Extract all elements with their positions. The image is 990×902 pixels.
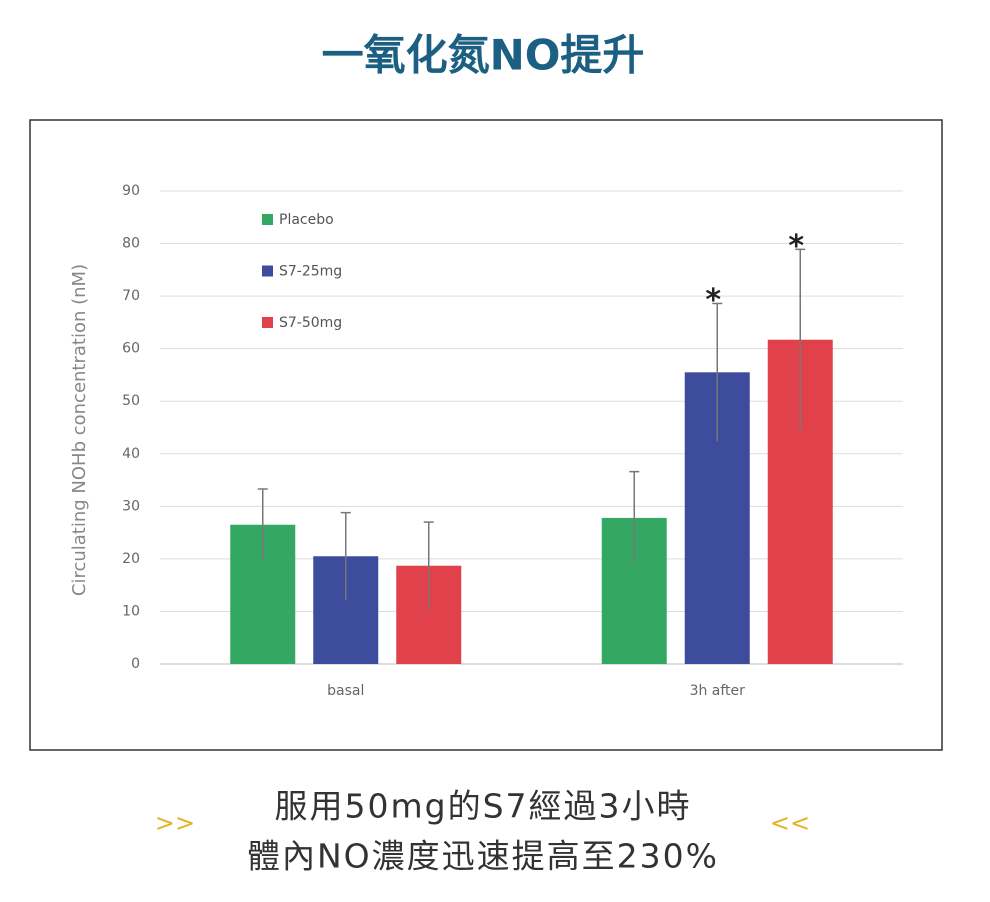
legend-swatch: [262, 265, 273, 277]
legend-label: Placebo: [279, 212, 334, 228]
y-tick-label: 80: [122, 236, 140, 252]
significance-marker: *: [705, 283, 721, 318]
significance-marker: *: [788, 229, 804, 264]
y-tick-label: 0: [131, 656, 140, 672]
y-tick-label: 60: [122, 341, 140, 357]
y-tick-label: 70: [122, 288, 140, 304]
y-tick-label: 10: [122, 603, 140, 619]
legend-swatch: [262, 317, 273, 328]
y-tick-label: 50: [122, 393, 140, 409]
x-tick-label: 3h after: [690, 683, 746, 699]
y-axis-label: Circulating NOHb concentration (nM): [69, 264, 90, 596]
x-tick-label: basal: [327, 683, 364, 699]
y-tick-label: 90: [122, 183, 140, 199]
y-tick-label: 40: [122, 446, 140, 462]
caption-line: 服用50mg的S7經過3小時: [274, 787, 691, 826]
page-title: 一氧化氮NO提升: [322, 31, 645, 80]
y-tick-label: 20: [122, 551, 140, 567]
legend-label: S7-25mg: [279, 264, 342, 280]
y-tick-label: 30: [122, 498, 140, 514]
legend-label: S7-50mg: [279, 315, 342, 331]
decor-mark: >>: [155, 809, 195, 837]
decor-mark: <<: [770, 809, 810, 837]
legend-swatch: [262, 214, 273, 225]
caption-line: 體內NO濃度迅速提高至230%: [247, 837, 719, 876]
